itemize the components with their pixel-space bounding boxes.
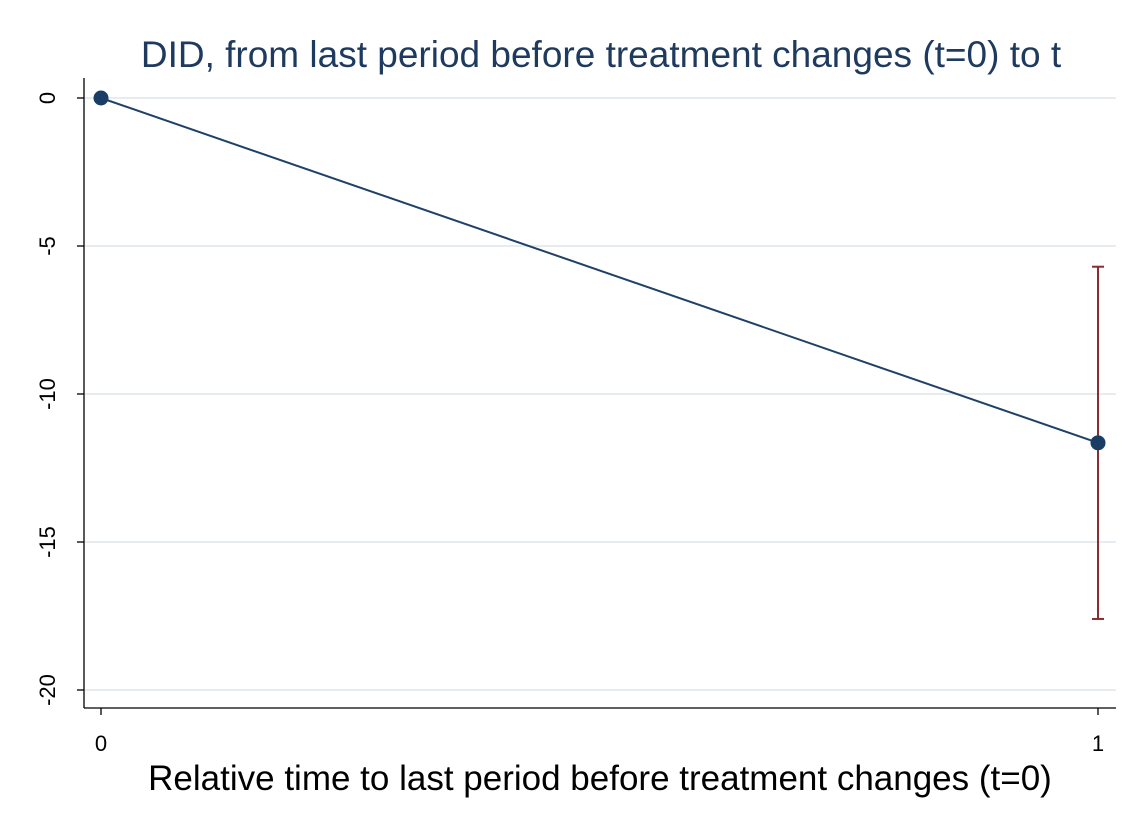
x-axis-label: Relative time to last period before trea… [148, 759, 1052, 798]
y-tick-label: 0 [35, 92, 60, 104]
y-tick-label: -5 [35, 236, 60, 256]
data-point [1090, 435, 1106, 451]
y-tick-label: -15 [35, 526, 60, 558]
grid-lines [85, 97, 1116, 691]
x-tick-label: 1 [1092, 731, 1104, 756]
chart-title: DID, from last period before treatment c… [141, 34, 1062, 75]
data-point [93, 90, 109, 106]
series [93, 90, 1106, 620]
x-tick-label: 0 [95, 731, 107, 756]
y-ticks: 0 -5 -10 -15 -20 [35, 92, 84, 706]
y-tick-label: -10 [35, 378, 60, 410]
series-line [100, 97, 1099, 444]
y-tick-label: -20 [35, 674, 60, 706]
axes [83, 78, 1116, 709]
